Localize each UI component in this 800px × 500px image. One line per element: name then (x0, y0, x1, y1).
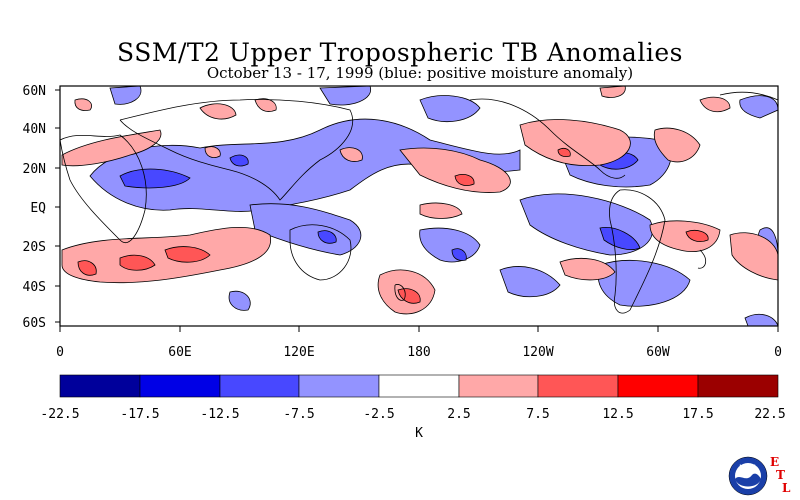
colorbar-label: -2.5 (363, 407, 394, 422)
noaa-etl-logo: NOAA E T L (728, 455, 791, 497)
y-tick-label: 60S (23, 316, 46, 331)
colorbar-segment (697, 374, 779, 398)
colorbar: -22.5 -17.5 -12.5 -7.5 -2.5 2.5 7.5 12.5… (40, 374, 786, 441)
x-tick-label: 60E (168, 345, 191, 360)
x-tick-label: 120W (522, 345, 553, 360)
colorbar-label: 7.5 (526, 407, 549, 422)
logo-letter-l: L (782, 481, 791, 495)
logo-letter-t: T (776, 468, 785, 482)
x-tick-label: 180 (407, 345, 430, 360)
x-tick-label: 0 (774, 345, 782, 360)
noaa-logo-text: NOAA (739, 464, 757, 471)
colorbar-label: -17.5 (120, 407, 159, 422)
y-tick-label: 40N (23, 122, 46, 137)
colorbar-segment (59, 374, 141, 398)
colorbar-segment (139, 374, 221, 398)
colorbar-segment (378, 374, 460, 398)
colorbar-label: 12.5 (602, 407, 633, 422)
x-tick-label: 0 (56, 345, 64, 360)
colorbar-segment (617, 374, 699, 398)
anomaly-map (60, 86, 778, 326)
colorbar-label: -12.5 (200, 407, 239, 422)
colorbar-segment (219, 374, 300, 398)
x-axis: 0 60E 120E 180 120W 60W 0 (56, 326, 782, 360)
colorbar-unit: K (415, 426, 423, 441)
x-tick-label: 60W (646, 345, 670, 360)
colorbar-label: 22.5 (754, 407, 785, 422)
logo-letter-e: E (770, 455, 780, 469)
positive-anomaly-cores (77, 148, 709, 304)
colorbar-label: -22.5 (40, 407, 79, 422)
y-tick-label: 20S (23, 240, 46, 255)
colorbar-segment (458, 374, 539, 398)
y-tick-label: 60N (23, 84, 46, 99)
coastlines (60, 91, 778, 314)
colorbar-segment (537, 374, 619, 398)
colorbar-segment (298, 374, 380, 398)
noaa-emblem: NOAA (728, 456, 768, 496)
colorbar-label: 2.5 (447, 407, 470, 422)
map-title: SSM/T2 Upper Tropospheric TB Anomalies (117, 38, 683, 67)
colorbar-label: -7.5 (283, 407, 314, 422)
colorbar-label: 17.5 (682, 407, 713, 422)
y-tick-label: 20N (23, 162, 46, 177)
y-tick-label: EQ (30, 201, 46, 216)
y-axis: 60N 40N 20N EQ 20S 40S 60S (23, 84, 60, 331)
y-tick-label: 40S (23, 280, 46, 295)
x-tick-label: 120E (283, 345, 314, 360)
positive-anomaly-regions (61, 86, 778, 315)
map-subtitle: October 13 - 17, 1999 (blue: positive mo… (206, 64, 634, 82)
